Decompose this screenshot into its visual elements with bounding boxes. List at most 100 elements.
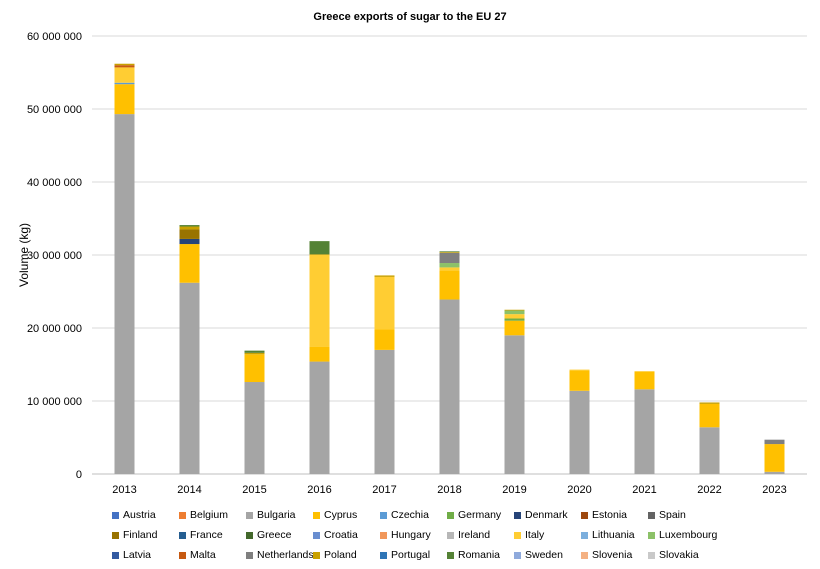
legend-swatch	[380, 511, 387, 519]
legend-item-austria: Austria	[112, 509, 179, 521]
bar-2019-cyprus	[504, 320, 525, 336]
bar-2016-italy	[309, 255, 330, 347]
legend-label: Romania	[458, 549, 501, 561]
x-tick-label: 2015	[242, 484, 266, 496]
legend-swatch	[514, 531, 521, 539]
legend-label: Croatia	[324, 529, 358, 541]
bar-2015-cyprus	[244, 354, 265, 383]
bar-2017-poland	[374, 275, 395, 277]
legend-item-luxembourg: Luxembourg	[648, 529, 717, 541]
bar-2018-bulgaria	[439, 299, 460, 474]
bar-2015-poland	[244, 352, 265, 355]
legend-label: Malta	[190, 549, 216, 561]
legend-swatch	[648, 551, 655, 559]
bar-2020-italy	[569, 369, 590, 371]
legend-label: Slovakia	[659, 549, 699, 561]
legend-label: Sweden	[525, 549, 563, 561]
y-tick-label: 0	[76, 469, 82, 481]
x-tick-label: 2022	[697, 484, 721, 496]
legend-swatch	[447, 551, 454, 559]
bar-2019-poland	[504, 309, 525, 311]
x-tick-label: 2017	[372, 484, 396, 496]
bar-2019-italy	[504, 314, 525, 319]
legend-label: Netherlands	[257, 549, 314, 561]
legend-item-denmark: Denmark	[514, 509, 581, 521]
legend-swatch	[179, 511, 186, 519]
legend-swatch	[313, 531, 320, 539]
legend-swatch	[447, 531, 454, 539]
bar-2016-bulgaria	[309, 361, 330, 474]
legend-item-italy: Italy	[514, 529, 581, 541]
legend-item-france: France	[179, 529, 246, 541]
legend-label: Germany	[458, 509, 502, 521]
bar-2022-cyprus	[699, 403, 720, 428]
legend-item-slovakia: Slovakia	[648, 549, 715, 561]
legend-label: Portugal	[391, 549, 431, 561]
legend-label: Bulgaria	[257, 509, 296, 521]
bar-2013-italy	[114, 67, 135, 83]
legend-item-portugal: Portugal	[380, 549, 447, 561]
y-tick-label: 60 000 000	[27, 31, 82, 43]
legend-label: Poland	[324, 549, 357, 561]
bar-2015-bulgaria	[244, 382, 265, 474]
x-tick-label: 2016	[307, 484, 331, 496]
legend-item-bulgaria: Bulgaria	[246, 509, 313, 521]
legend-row: Latvia Malta Netherlands Poland Portugal Roma…	[112, 545, 812, 565]
bar-2019-germany	[504, 318, 525, 321]
legend-label: France	[190, 529, 223, 541]
legend-label: Czechia	[391, 509, 429, 521]
legend-label: Slovenia	[592, 549, 633, 561]
bar-2013-cyprus	[114, 84, 135, 115]
legend-item-estonia: Estonia	[581, 509, 648, 521]
bar-2020-cyprus	[569, 370, 590, 391]
legend-swatch	[380, 551, 387, 559]
bar-2016-cyprus	[309, 346, 330, 362]
legend-swatch	[581, 551, 588, 559]
y-tick-label: 40 000 000	[27, 177, 82, 189]
legend-item-hungary: Hungary	[380, 529, 447, 541]
legend-label: Spain	[659, 509, 686, 521]
bar-2017-italy	[374, 276, 395, 330]
legend-item-romania: Romania	[447, 549, 514, 561]
bar-2022-poland	[699, 402, 720, 404]
legend-item-croatia: Croatia	[313, 529, 380, 541]
legend-swatch	[648, 511, 655, 519]
legend-item-malta: Malta	[179, 549, 246, 561]
legend-label: Latvia	[123, 549, 152, 561]
bar-2013-malta	[114, 65, 135, 68]
bar-2018-poland	[439, 252, 460, 253]
x-tick-label: 2023	[762, 484, 786, 496]
legend-item-latvia: Latvia	[112, 549, 179, 561]
legend-swatch	[313, 551, 320, 559]
bar-2018-netherlands	[439, 252, 460, 264]
legend-swatch	[514, 511, 521, 519]
legend-item-finland: Finland	[112, 529, 179, 541]
bar-2014-finland	[179, 229, 200, 239]
legend-item-ireland: Ireland	[447, 529, 514, 541]
legend-label: Italy	[525, 529, 545, 541]
bar-2018-romania	[439, 251, 460, 253]
legend-label: Cyprus	[324, 509, 358, 521]
y-tick-label: 30 000 000	[27, 250, 82, 262]
legend-item-slovenia: Slovenia	[581, 549, 648, 561]
bar-2021-italy	[634, 371, 655, 372]
bar-2017-cyprus	[374, 329, 395, 350]
legend-swatch	[447, 511, 454, 519]
bar-2013-bulgaria	[114, 114, 135, 475]
legend-swatch	[179, 531, 186, 539]
legend-row: Finland France Greece Croatia Hungary Ireland…	[112, 525, 812, 545]
y-tick-label: 20 000 000	[27, 323, 82, 335]
bar-2014-cyprus	[179, 244, 200, 283]
bar-2013-poland	[114, 63, 135, 66]
legend-item-netherlands: Netherlands	[246, 549, 314, 561]
bar-2013-czechia	[114, 82, 135, 85]
legend-swatch	[179, 551, 186, 559]
bar-2014-romania	[179, 225, 200, 227]
legend-item-lithuania: Lithuania	[581, 529, 648, 541]
y-axis-label: Volume (kg)	[17, 223, 31, 287]
x-tick-label: 2019	[502, 484, 526, 496]
legend-swatch	[581, 531, 588, 539]
bar-2021-bulgaria	[634, 389, 655, 474]
bar-2015-romania	[244, 350, 265, 353]
